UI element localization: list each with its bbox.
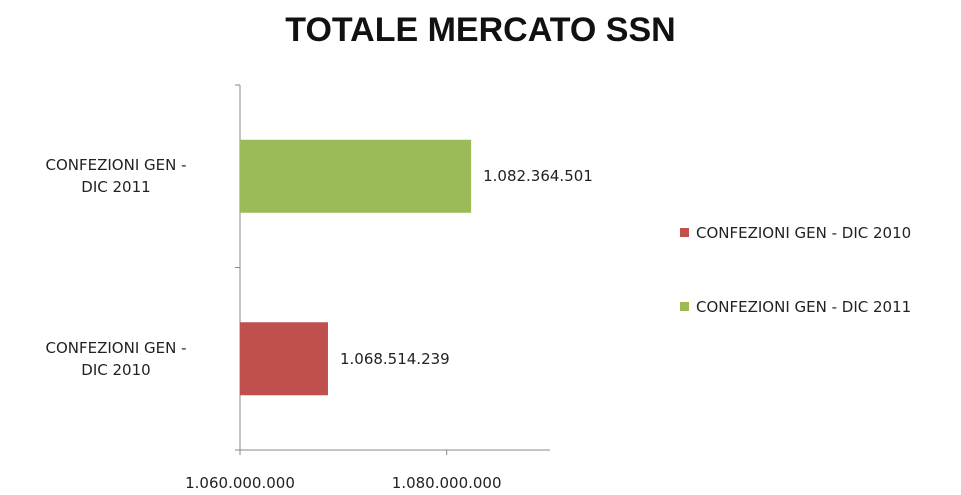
- legend-label: CONFEZIONI GEN - DIC 2010: [696, 224, 912, 242]
- bar: [240, 322, 328, 396]
- legend-swatch: [680, 228, 689, 237]
- bar: [240, 139, 472, 213]
- y-tick-label: CONFEZIONI GEN - DIC 2011: [45, 156, 187, 197]
- x-tick-label: 1.060.000.000: [185, 474, 295, 492]
- legend-swatch: [680, 302, 689, 311]
- x-tick-label: 1.080.000.000: [391, 474, 502, 492]
- data-label: 1.068.514.239: [339, 349, 450, 368]
- legend-label: CONFEZIONI GEN - DIC 2011: [696, 298, 912, 316]
- y-tick-label: CONFEZIONI GEN - DIC 2010: [45, 338, 187, 379]
- chart-title: TOTALE MERCATO SSN: [285, 11, 676, 49]
- data-label: 1.082.364.501: [483, 167, 593, 186]
